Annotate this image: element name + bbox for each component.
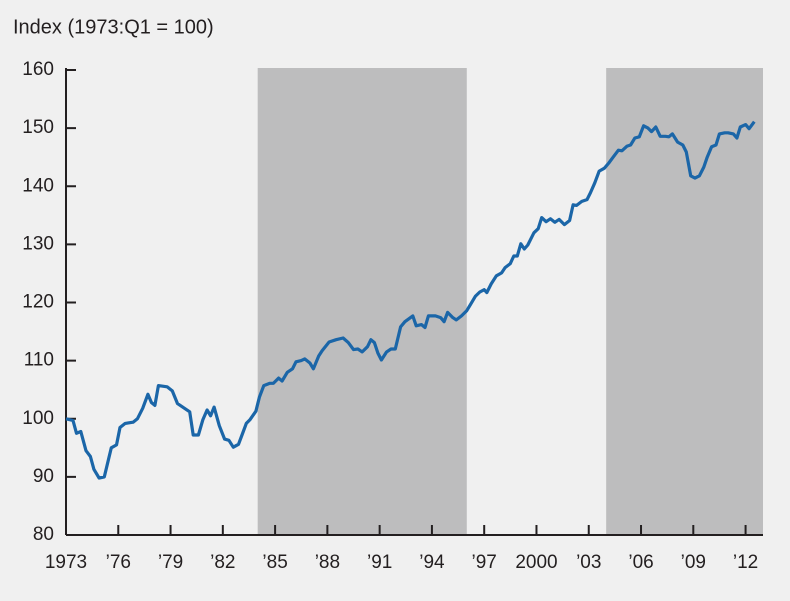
x-tick-label: ’82 [210,552,235,573]
x-tick-label: ’97 [472,552,497,573]
y-tick-label: 160 [22,59,54,80]
data-line [65,120,756,480]
y-tick-label: 150 [22,117,54,138]
y-tick-label: 130 [22,233,54,254]
x-tick-label: ’94 [419,552,445,573]
y-tick-label: 140 [22,175,54,196]
x-tick-label: ’03 [576,552,601,573]
x-tick-label: ’91 [367,552,392,573]
y-tick-label: 100 [22,408,54,429]
y-tick-label: 90 [33,466,54,487]
chart-title: Index (1973:Q1 = 100) [13,16,214,38]
x-tick-label: 2000 [515,552,557,573]
y-tick-label: 120 [22,292,54,313]
x-tick-label: ’88 [315,552,340,573]
x-tick-label: 1973 [45,552,87,573]
x-tick-label: ’79 [158,552,183,573]
shaded-region [257,68,467,535]
shaded-region [606,68,763,535]
x-tick-label: ’09 [681,552,706,573]
y-tick-label: 80 [33,524,54,545]
x-tick-label: ’76 [106,552,131,573]
y-tick-label: 110 [24,350,54,371]
x-tick-label: ’12 [733,552,758,573]
x-tick-label: ’06 [628,552,653,573]
x-tick-label: ’85 [262,552,287,573]
